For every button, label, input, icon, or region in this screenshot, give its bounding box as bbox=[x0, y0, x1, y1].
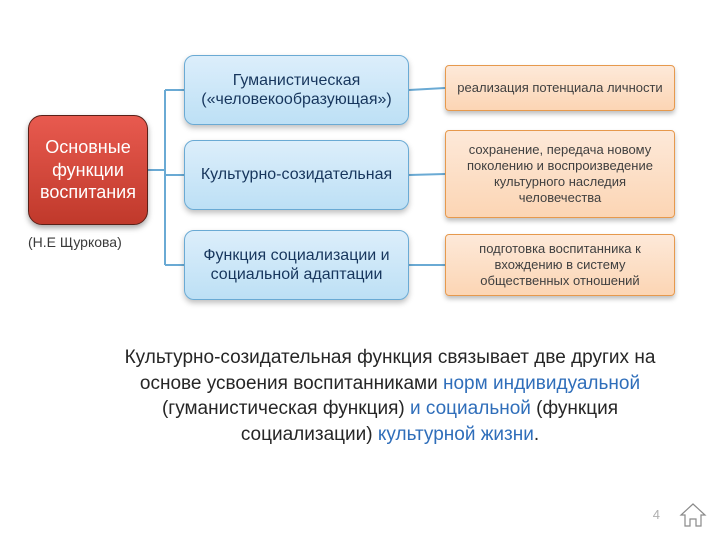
page-number: 4 bbox=[653, 507, 660, 522]
home-icon[interactable] bbox=[678, 502, 708, 528]
root-node: Основные функции воспитания bbox=[28, 115, 148, 225]
function-node-0: Гуманистическая («человекообразующая») bbox=[184, 55, 409, 125]
slide-canvas: Основные функции воспитания (Н.Е Щуркова… bbox=[0, 0, 720, 540]
description-node-2: подготовка воспитанника к вхождению в си… bbox=[445, 234, 675, 296]
author-label: (Н.Е Щуркова) bbox=[28, 234, 122, 250]
root-title: Основные функции воспитания bbox=[37, 136, 139, 204]
summary-paragraph: Культурно-созидательная функция связывае… bbox=[120, 345, 660, 448]
function-node-1: Культурно-созидательная bbox=[184, 140, 409, 210]
description-node-0: реализация потенциала личности bbox=[445, 65, 675, 111]
function-node-2: Функция социализации и социальной адапта… bbox=[184, 230, 409, 300]
description-node-1: сохранение, передача новому поколению и … bbox=[445, 130, 675, 218]
